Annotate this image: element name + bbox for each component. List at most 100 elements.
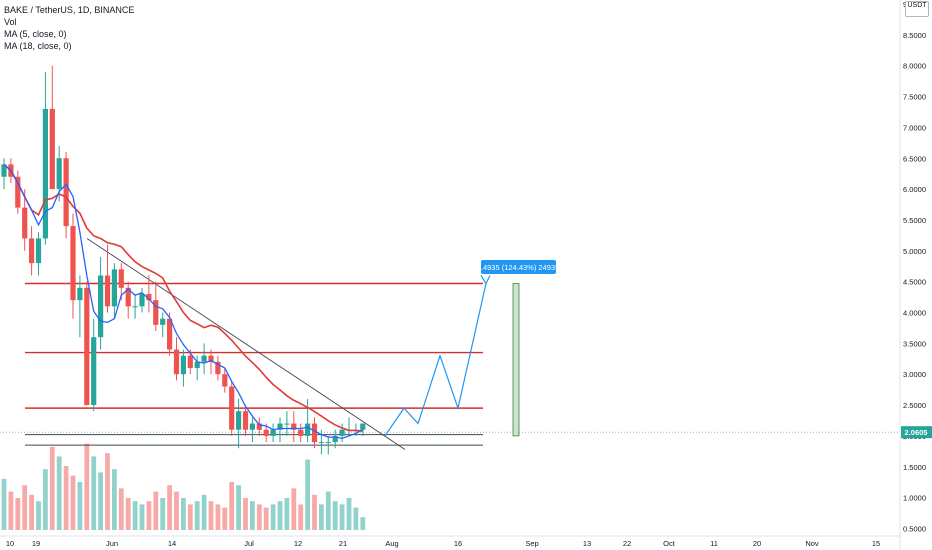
candle-body xyxy=(229,386,235,430)
y-tick-label: 5.0000 xyxy=(903,247,926,256)
volume-bar xyxy=(91,456,97,530)
volume-bar xyxy=(43,469,48,530)
x-tick-label: 16 xyxy=(454,539,462,548)
x-tick-label: 10 xyxy=(6,539,14,548)
candle-body xyxy=(298,429,304,436)
price-badge: 2.0605 xyxy=(905,428,928,437)
candle-body xyxy=(153,300,159,325)
measure-label-box xyxy=(481,260,556,274)
volume-bar xyxy=(139,504,145,530)
candle-body xyxy=(98,275,104,338)
volume-bar xyxy=(346,498,352,530)
volume-bar xyxy=(250,501,255,530)
candle-body xyxy=(318,442,324,444)
candle-body xyxy=(277,423,283,430)
ma-fast-label[interactable]: MA (5, close, 0) xyxy=(4,29,67,39)
ma-slow-line xyxy=(3,163,363,432)
volume-bar xyxy=(263,507,269,530)
volume-bar xyxy=(77,482,83,530)
volume-bar xyxy=(112,469,117,530)
candle-body xyxy=(311,423,318,443)
volume-bar xyxy=(270,504,276,530)
candle-body xyxy=(222,374,228,387)
volume-bar xyxy=(312,494,317,530)
ma-slow-label[interactable]: MA (18, close, 0) xyxy=(4,41,72,51)
candle-body xyxy=(132,306,138,308)
candle-body xyxy=(63,158,69,227)
volume-bar xyxy=(277,501,283,530)
candle-body xyxy=(339,429,345,436)
currency-badge[interactable]: USDT xyxy=(905,1,929,17)
x-tick-label: Jul xyxy=(244,539,254,548)
candle-body xyxy=(91,337,97,406)
candle-body xyxy=(270,429,276,436)
volume-bar xyxy=(325,491,331,530)
candle-body xyxy=(111,269,117,307)
candle-body xyxy=(35,238,42,264)
x-tick-label: Jun xyxy=(106,539,118,548)
candle-body xyxy=(70,226,76,301)
volume-bar xyxy=(222,507,228,530)
candle-body xyxy=(77,287,83,301)
volume-bar xyxy=(298,504,304,530)
y-tick-label: 8.0000 xyxy=(903,62,926,71)
y-tick-label: 1.5000 xyxy=(903,463,926,472)
candle-body xyxy=(236,411,242,430)
x-tick-label: Aug xyxy=(385,539,398,548)
candle-body xyxy=(194,361,200,369)
volume-bar xyxy=(167,485,172,530)
volume-bar xyxy=(56,456,62,530)
volume-bar xyxy=(105,453,110,530)
x-tick-label: 20 xyxy=(753,539,761,548)
symbol-title[interactable]: BAKE / TetherUS, 1D, BINANCE xyxy=(4,5,135,15)
volume-bar xyxy=(187,504,193,530)
volume-bar xyxy=(84,443,90,530)
volume-bar xyxy=(1,478,7,530)
candle-body xyxy=(160,318,166,325)
volume-bar xyxy=(63,466,69,530)
x-tick-label: Oct xyxy=(663,539,676,548)
volume-bar xyxy=(360,517,366,530)
candle-body xyxy=(332,435,338,443)
candle-body xyxy=(325,442,331,444)
x-tick-label: 15 xyxy=(872,539,880,548)
volume-bar xyxy=(305,459,310,530)
volume-indicator-label[interactable]: Vol xyxy=(4,17,17,27)
volume-bar xyxy=(49,446,55,530)
volume-bar xyxy=(125,498,131,530)
projection-path xyxy=(384,283,487,437)
candle-body xyxy=(256,423,262,430)
volume-bar xyxy=(215,504,221,530)
x-tick-label: Nov xyxy=(805,539,819,548)
candle-body xyxy=(84,287,90,406)
descending-trendline xyxy=(86,238,406,450)
volume-bar xyxy=(208,501,214,530)
volume-bar xyxy=(201,494,207,530)
chart-legend: BAKE / TetherUS, 1D, BINANCE Vol MA (5, … xyxy=(4,4,134,52)
candle-body xyxy=(49,108,55,190)
x-tick-label: 22 xyxy=(623,539,631,548)
candle-body xyxy=(187,355,193,369)
volume-bar xyxy=(291,488,297,530)
volume-bar xyxy=(15,498,21,530)
candle-body xyxy=(56,158,62,190)
candle-body xyxy=(104,275,111,307)
volume-bar xyxy=(22,485,28,530)
volume-bar xyxy=(146,501,152,530)
measure-label: 2.4935 (124.43%) 24935 xyxy=(477,263,560,272)
y-tick-label: 8.5000 xyxy=(903,31,926,40)
y-tick-label: 6.0000 xyxy=(903,185,926,194)
volume-bar xyxy=(332,501,338,530)
candle-body xyxy=(208,355,214,362)
y-tick-label: 7.5000 xyxy=(903,93,926,102)
volume-bar xyxy=(36,501,41,530)
x-tick-label: 14 xyxy=(168,539,176,548)
y-tick-label: 1.0000 xyxy=(903,494,926,503)
volume-bar xyxy=(229,482,235,530)
candle-body xyxy=(249,423,255,430)
volume-bar xyxy=(181,498,186,530)
volume-bar xyxy=(353,507,359,530)
volume-bar xyxy=(8,491,14,530)
